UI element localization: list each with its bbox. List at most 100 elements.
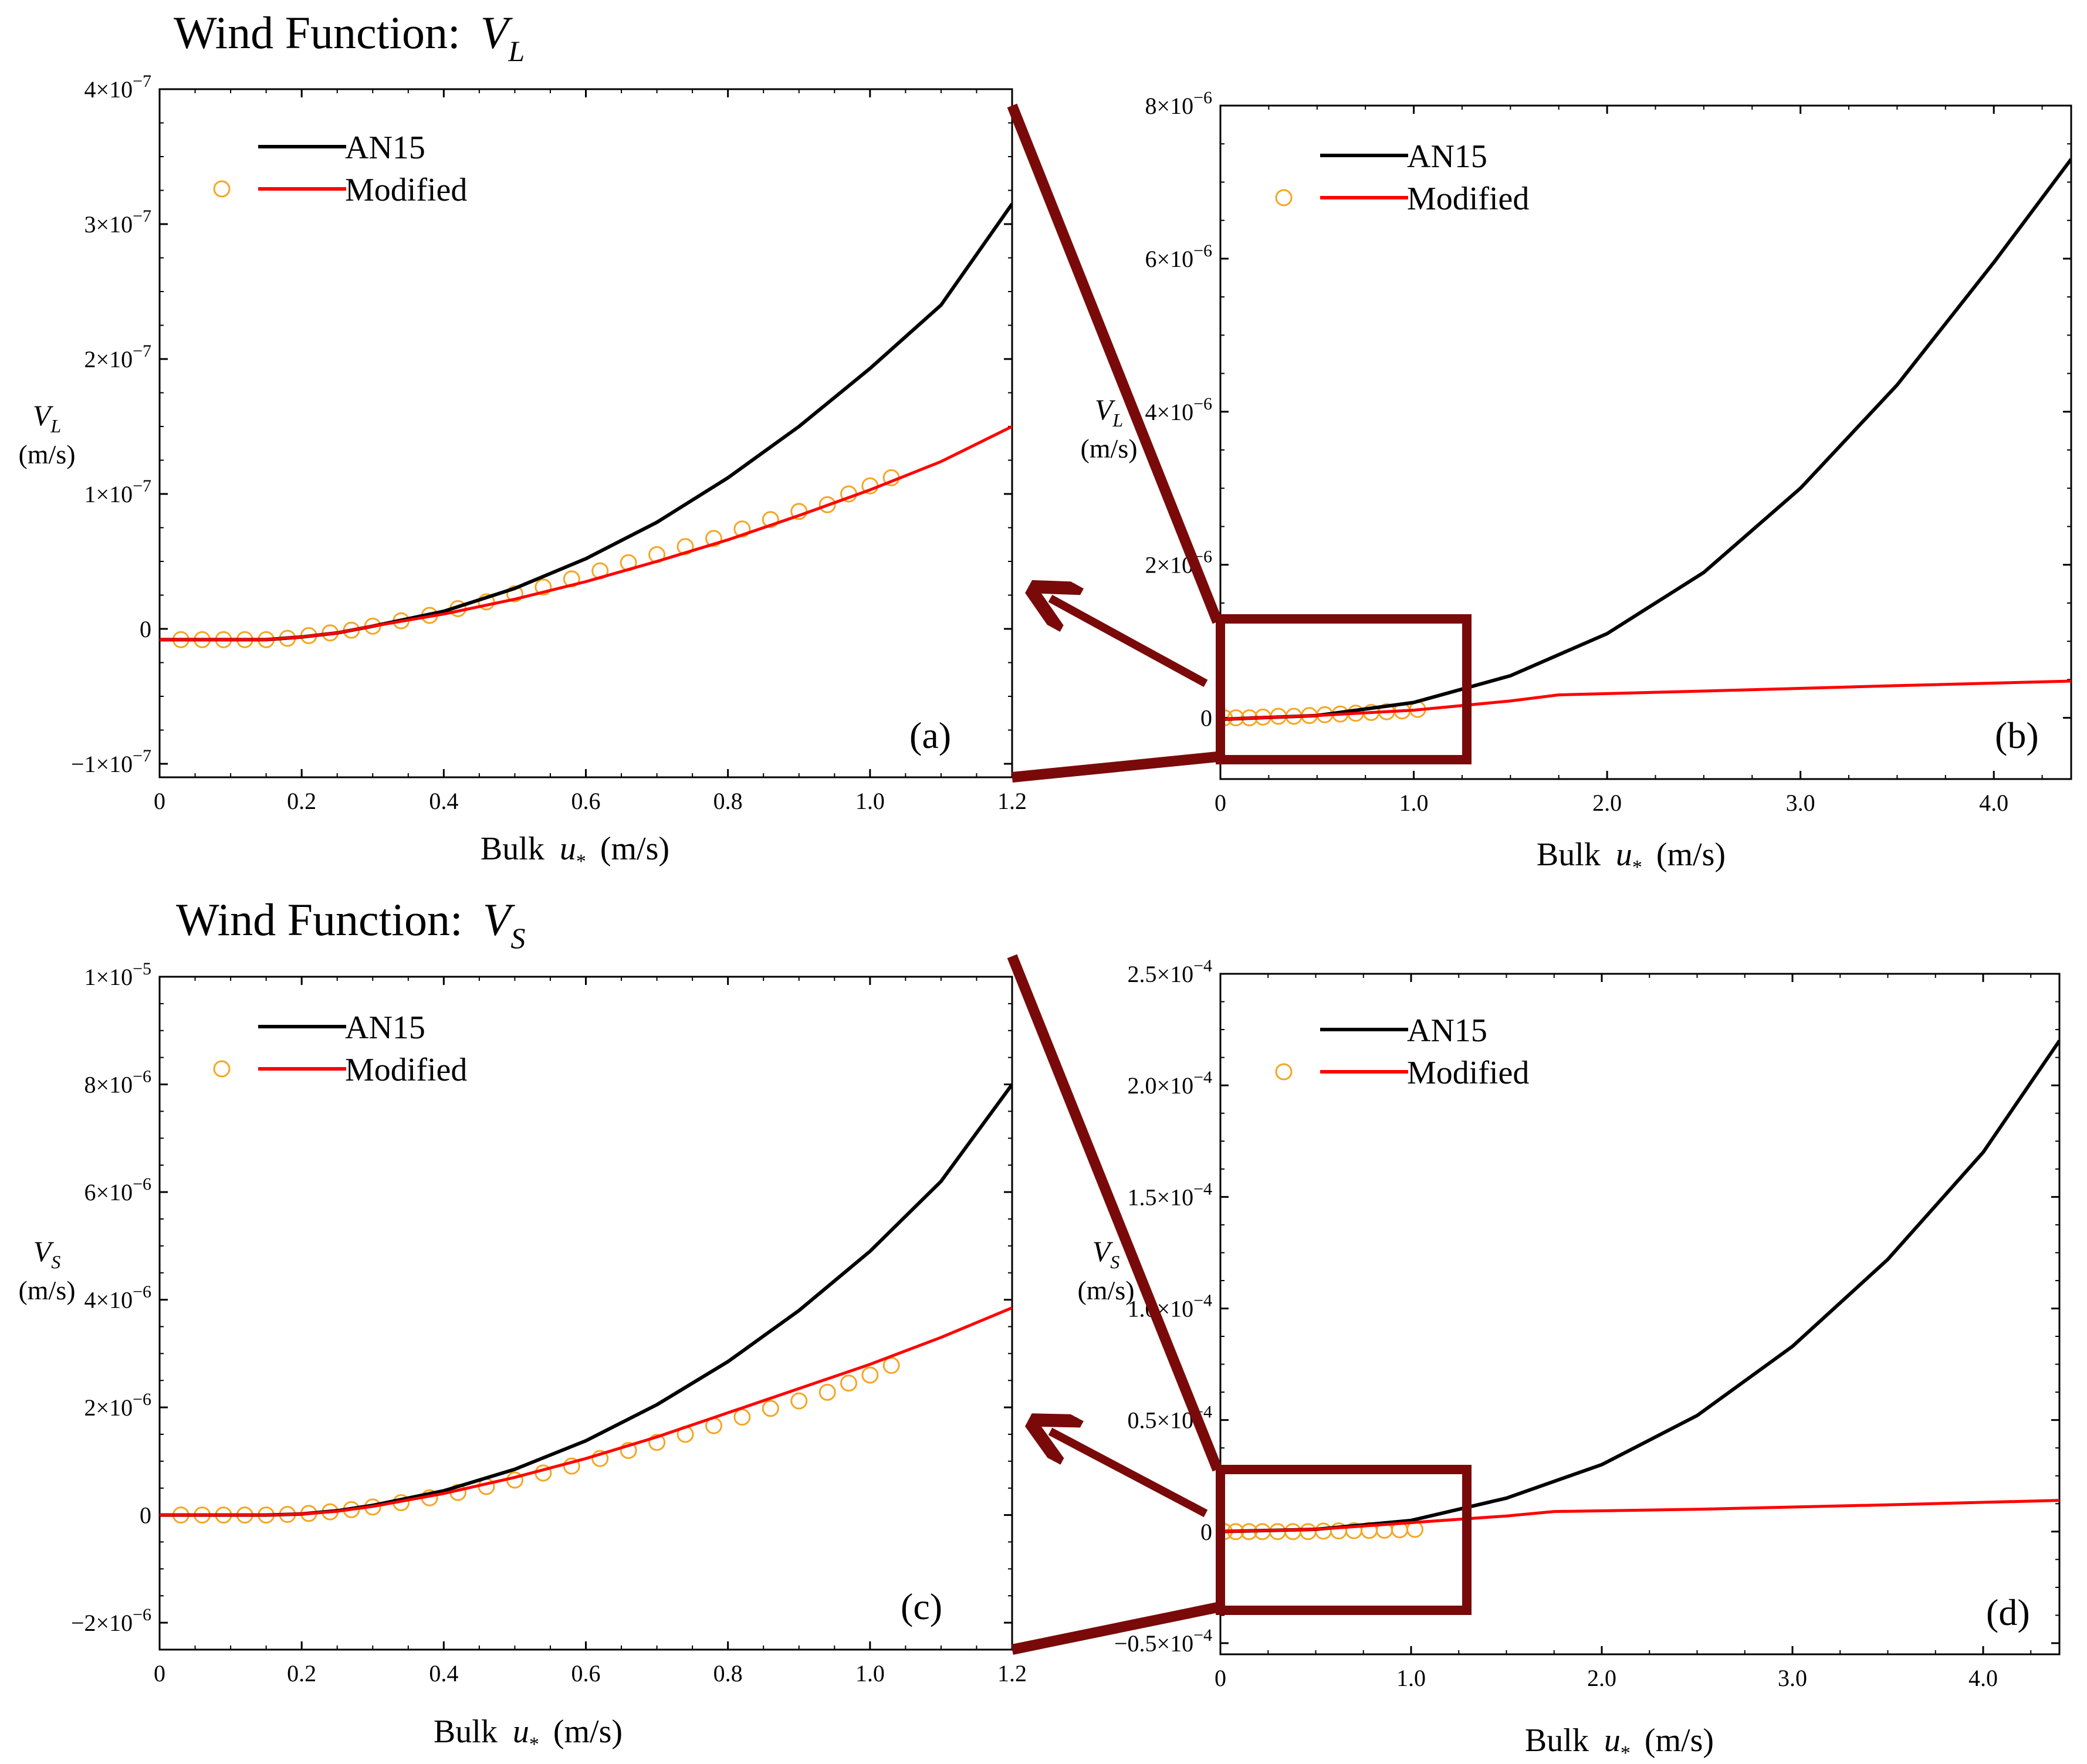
legend-a: AN15 Modified <box>213 130 467 208</box>
observed-point <box>840 1374 858 1392</box>
zoom-arrow <box>1050 598 1208 688</box>
panel-c: 0 0.2 0.4 0.6 0.8 1.0 1.2−2×10−602×10−64×10−66… <box>18 959 1027 1755</box>
y-tick-label: 8×10−6 <box>1145 88 1212 119</box>
x-tick-label: 3.0 <box>1786 790 1815 816</box>
x-tick-label: 0.4 <box>429 1660 458 1687</box>
y-axis-label: VS <box>33 1235 61 1272</box>
plot-frame-b <box>1219 104 2072 780</box>
legend-label-an15: AN15 <box>1407 138 1487 175</box>
zoom-arrow <box>1050 1431 1208 1518</box>
y-tick-label: 4×10−7 <box>84 72 151 103</box>
zoom-box <box>1216 614 1472 764</box>
plot-frame-d <box>1219 973 2061 1655</box>
x-tick-label: 1.0 <box>1396 1665 1426 1691</box>
legend-d: AN15 Modified <box>1275 1013 1529 1091</box>
x-axis-label: Bulk u* (m/s) <box>481 831 669 872</box>
legend-swatch-observed <box>1275 189 1293 206</box>
observed-point <box>1315 1522 1332 1540</box>
y-tick-label: 3×10−7 <box>84 206 151 238</box>
legend-label-an15: AN15 <box>345 1010 425 1046</box>
x-tick-label: 0 <box>154 1660 165 1687</box>
observed-point <box>478 593 495 611</box>
x-tick-label: 1.0 <box>855 788 885 814</box>
y-tick-label: 4×10−6 <box>84 1282 151 1313</box>
x-tick-label: 0 <box>154 788 165 814</box>
y-tick-label: 1×10−5 <box>84 959 151 990</box>
legend-swatch-observed <box>213 1060 231 1078</box>
observed-point <box>591 1450 609 1467</box>
zoom-overlays <box>1007 103 1472 1655</box>
x-tick-label: 4.0 <box>1968 1665 1998 1691</box>
observed-point <box>705 530 722 547</box>
modified-line <box>160 425 1012 641</box>
observed-point <box>790 1392 808 1410</box>
legend-b: AN15 Modified <box>1275 138 1529 217</box>
panel-tag: (d) <box>1986 1592 2030 1633</box>
x-tick-label: 2.0 <box>1587 1665 1616 1691</box>
an15-line <box>1220 1040 2059 1533</box>
x-tick-label: 0.8 <box>713 788 743 814</box>
panel-tag: (b) <box>1995 715 2039 756</box>
y-axis-unit: (m/s) <box>18 439 75 469</box>
modified-line <box>1220 1499 2059 1533</box>
observed-point <box>818 496 836 513</box>
observed-point <box>563 1457 580 1475</box>
title-top: Wind Function: VL <box>174 7 525 67</box>
y-tick-label: 2×10−6 <box>84 1390 151 1421</box>
x-tick-label: 0.2 <box>287 788 316 814</box>
an15-line <box>160 202 1012 642</box>
y-tick-label: 2×10−7 <box>84 341 151 373</box>
legend-label-modified: Modified <box>1407 181 1529 217</box>
y-tick-label: 1×10−7 <box>84 476 151 507</box>
observed-point <box>818 1383 836 1401</box>
x-tick-label: 0.6 <box>571 788 601 814</box>
legend-c: AN15 Modified <box>213 1010 467 1088</box>
observed-point <box>506 585 523 602</box>
zoom-connector-line <box>1011 1602 1219 1655</box>
y-axis-label: VL <box>1095 393 1123 431</box>
legend-label-modified: Modified <box>345 172 467 208</box>
panel-tag: (c) <box>901 1586 942 1627</box>
observed-point <box>1300 1523 1317 1540</box>
x-tick-label: 0.4 <box>429 788 458 814</box>
panel-d: 0 1.0 2.0 3.0 4.0−0.5×10−400.5×10−41.0×10−41… <box>1077 956 2061 1764</box>
x-axis-label: Bulk u* (m/s) <box>1525 1722 1714 1764</box>
y-tick-label: 0 <box>1200 1519 1212 1545</box>
x-tick-label: 0 <box>1215 790 1226 816</box>
plot-area-a <box>160 202 1012 648</box>
legend-label-an15: AN15 <box>1407 1013 1487 1049</box>
x-tick-label: 0.6 <box>571 1660 601 1687</box>
legend-label-an15: AN15 <box>345 130 425 166</box>
y-axis-unit: (m/s) <box>1080 434 1137 463</box>
an15-line <box>160 1083 1012 1517</box>
zoom-connector-line <box>1007 103 1223 624</box>
y-tick-label: −0.5×10−4 <box>1114 1626 1212 1657</box>
x-tick-label: 0.2 <box>287 1660 316 1687</box>
title-bottom: Wind Function: VS <box>176 894 525 954</box>
x-axis-label: Bulk u* (m/s) <box>1537 837 1726 878</box>
panel-tag: (a) <box>909 715 951 756</box>
an15-line <box>1220 158 2071 722</box>
y-tick-label: 6×10−6 <box>1145 241 1212 272</box>
zoom-connector-line <box>1007 954 1223 1472</box>
x-tick-label: 4.0 <box>1979 790 2008 816</box>
plot-area-d <box>1220 1040 2059 1540</box>
legend-swatch-observed <box>1275 1063 1293 1081</box>
legend-swatch-observed <box>213 180 231 198</box>
panel-a: 0 0.2 0.4 0.6 0.8 1.0 1.2−1×10−701×10−72×10−73… <box>18 72 1027 872</box>
observed-point <box>733 520 751 538</box>
y-tick-label: 0 <box>140 1502 151 1529</box>
y-tick-label: 2.0×10−4 <box>1128 1068 1212 1099</box>
observed-point <box>762 511 779 529</box>
y-tick-label: 0 <box>140 616 151 642</box>
legend-label-modified: Modified <box>345 1052 467 1088</box>
y-tick-label: 1.5×10−4 <box>1128 1179 1212 1210</box>
observed-point <box>535 578 552 596</box>
x-tick-label: 1.0 <box>1399 790 1429 816</box>
x-tick-label: 0 <box>1215 1665 1226 1691</box>
x-tick-label: 3.0 <box>1778 1665 1807 1691</box>
x-tick-label: 0.8 <box>713 1660 743 1687</box>
plot-area-c <box>160 1083 1012 1524</box>
modified-line <box>160 1306 1012 1517</box>
